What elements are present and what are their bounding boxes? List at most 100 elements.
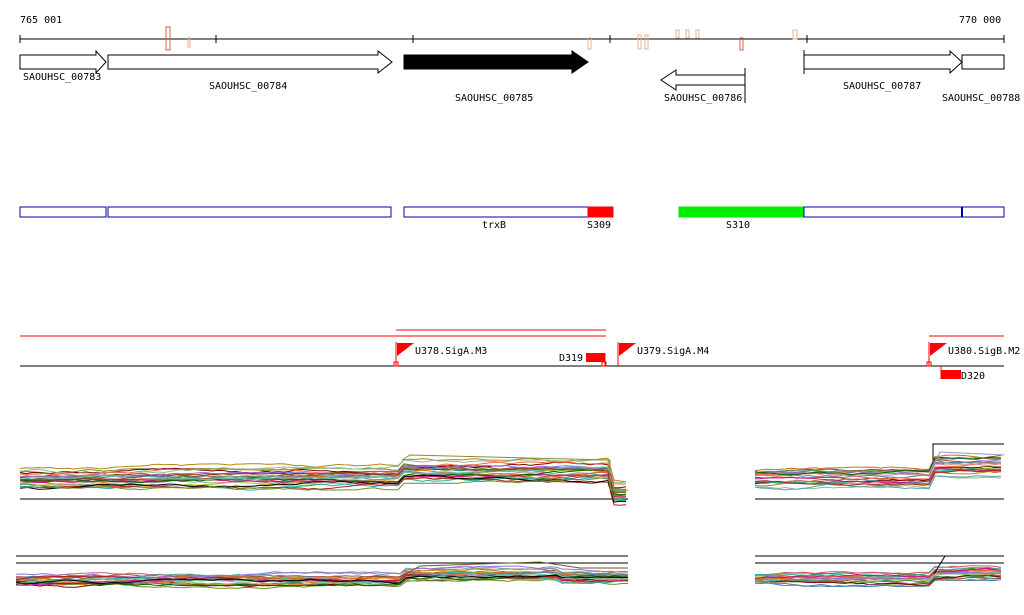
gene-box-SAOUHSC_00788[interactable] bbox=[961, 54, 1005, 70]
expression-profile-line bbox=[19, 477, 627, 501]
expression-profile-line bbox=[19, 474, 627, 503]
ruler-marker bbox=[187, 37, 191, 48]
promoter-flag-icon bbox=[619, 343, 636, 356]
downshift-anchor bbox=[601, 361, 607, 367]
expression-profile-line bbox=[754, 475, 1002, 491]
expression-profile-line bbox=[19, 461, 627, 489]
gene-label: SAOUHSC_00788 bbox=[942, 93, 1020, 104]
expression-profile-lines bbox=[15, 561, 629, 589]
expression-profile-line bbox=[19, 477, 627, 506]
promoter-flag-icon bbox=[930, 343, 947, 356]
gene-arrow-SAOUHSC_00785[interactable] bbox=[403, 50, 589, 74]
gene-label: SAOUHSC_00784 bbox=[209, 81, 287, 92]
annotation-box-trxB[interactable] bbox=[403, 206, 589, 218]
expression-profile-line bbox=[754, 577, 1002, 587]
promoter-label: U378.SigA.M3 bbox=[415, 346, 487, 357]
expression-profile-line bbox=[16, 572, 629, 585]
gene-arrow-SAOUHSC_00783[interactable] bbox=[19, 49, 107, 75]
expression-profile-line bbox=[15, 571, 629, 584]
expression-profile-line bbox=[933, 555, 1004, 575]
promoter-U379.SigA.M4[interactable]: U379.SigA.M4 bbox=[617, 342, 709, 366]
gene-label: SAOUHSC_00785 bbox=[455, 93, 533, 104]
expression-profile-line bbox=[932, 443, 1004, 460]
gene-track: SAOUHSC_00783 SAOUHSC_00784 SAOUHSC_0078… bbox=[19, 49, 1020, 104]
expression-profile-line bbox=[754, 459, 1002, 477]
ruler-end-label: 770 000 bbox=[959, 15, 1001, 26]
annotation-box[interactable] bbox=[107, 206, 392, 218]
ruler-marker bbox=[675, 29, 680, 39]
expression-panel-lower-right bbox=[754, 555, 1004, 588]
expression-profile-line bbox=[15, 565, 628, 579]
downshift-box bbox=[586, 353, 605, 362]
downshift-D320[interactable]: D320 bbox=[940, 366, 985, 382]
ruler-marker bbox=[739, 37, 744, 51]
expression-profile-line bbox=[19, 467, 627, 493]
ruler-track: 765 001 770 000 bbox=[19, 15, 1005, 51]
promoter-flag-icon bbox=[397, 343, 414, 356]
expression-profile-line bbox=[754, 567, 1002, 580]
segment-label: S309 bbox=[587, 220, 611, 231]
gene-arrow-SAOUHSC_00787[interactable] bbox=[803, 49, 963, 75]
promoter-label: U380.SigB.M2 bbox=[948, 346, 1020, 357]
expression-profile-line bbox=[19, 477, 627, 502]
expression-profile-lines bbox=[754, 443, 1005, 491]
ruler-marker bbox=[644, 34, 649, 50]
expression-panel-lower-left bbox=[15, 555, 629, 589]
expression-profile-line bbox=[754, 468, 1002, 484]
expression-profile-line bbox=[15, 573, 629, 587]
expression-profile-line bbox=[754, 461, 1001, 479]
ruler-marker bbox=[695, 29, 700, 39]
ruler-marker bbox=[637, 34, 642, 50]
expression-profile-line bbox=[754, 571, 1002, 580]
expression-profile-line bbox=[399, 561, 628, 578]
gene-label: SAOUHSC_00783 bbox=[23, 72, 101, 83]
downshift-box bbox=[941, 370, 961, 379]
gene-label: SAOUHSC_00787 bbox=[843, 81, 921, 92]
expression-profile-line bbox=[19, 473, 627, 498]
expression-profile-lines bbox=[19, 454, 628, 506]
expression-profile-line bbox=[932, 451, 1005, 469]
promoter-track: U378.SigA.M3 U379.SigA.M4 U380.SigB.M2 D… bbox=[20, 329, 1020, 382]
annotation-box[interactable] bbox=[961, 206, 1005, 218]
segment-S310[interactable] bbox=[678, 206, 804, 218]
expression-profile-line bbox=[754, 469, 1002, 486]
expression-panel-upper-left bbox=[19, 454, 628, 506]
ruler-ticks bbox=[19, 35, 1005, 43]
promoter-U378.SigA.M3[interactable]: U378.SigA.M3 bbox=[393, 342, 487, 367]
downshift-label: D319 bbox=[559, 353, 583, 364]
annotation-track: trxB S309 S310 bbox=[19, 206, 1005, 231]
segment-S309[interactable] bbox=[587, 206, 614, 218]
promoter-anchor bbox=[926, 361, 932, 367]
promoter-U380.SigB.M2[interactable]: U380.SigB.M2 bbox=[926, 342, 1020, 367]
expression-profile-lines bbox=[754, 555, 1004, 588]
expression-profile-line bbox=[15, 574, 629, 585]
expression-profile-line bbox=[755, 565, 1002, 576]
annotation-box[interactable] bbox=[19, 206, 107, 218]
ruler-start-label: 765 001 bbox=[20, 15, 62, 26]
ruler-marker bbox=[685, 29, 690, 39]
ruler-marker bbox=[792, 29, 798, 40]
segment-label: S310 bbox=[726, 220, 750, 231]
ruler-marker bbox=[165, 26, 171, 51]
gene-arrow-SAOUHSC_00784[interactable] bbox=[107, 49, 393, 75]
expression-profile-line bbox=[754, 461, 1002, 476]
gene-arrow-SAOUHSC_00786[interactable] bbox=[660, 69, 746, 91]
expression-panel-upper-right bbox=[754, 443, 1005, 500]
annotation-box[interactable] bbox=[803, 206, 963, 218]
promoter-label: U379.SigA.M4 bbox=[637, 346, 709, 357]
expression-profile-line bbox=[19, 469, 627, 496]
downshift-label: D320 bbox=[961, 371, 985, 382]
annotation-gene-name: trxB bbox=[482, 220, 506, 231]
expression-profile-line bbox=[15, 574, 629, 585]
expression-profile-line bbox=[754, 574, 1002, 586]
expression-profile-line bbox=[754, 454, 1002, 472]
gene-label: SAOUHSC_00786 bbox=[664, 93, 742, 104]
downshift-D319[interactable]: D319 bbox=[559, 353, 607, 367]
expression-profile-line bbox=[754, 456, 1002, 476]
expression-profile-line bbox=[401, 454, 628, 491]
ruler-markers bbox=[165, 26, 798, 51]
ruler-marker bbox=[587, 37, 592, 50]
promoter-anchor bbox=[393, 361, 399, 367]
